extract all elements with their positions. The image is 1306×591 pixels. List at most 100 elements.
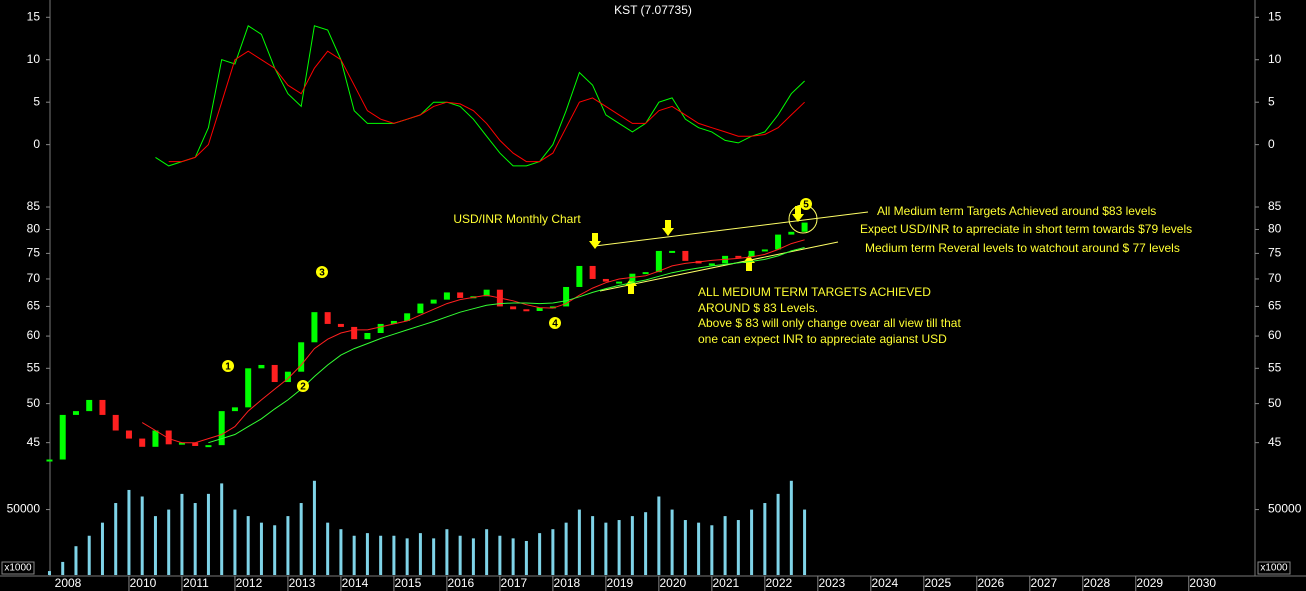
volume-bar (167, 509, 171, 575)
wave-label: 5 (803, 200, 809, 211)
volume-bar (153, 516, 157, 575)
candle (748, 250, 755, 257)
up-arrow (743, 255, 755, 271)
volume-bar (485, 529, 489, 575)
wave-label: 3 (319, 268, 325, 279)
candle (46, 459, 53, 462)
candle (549, 306, 556, 309)
wave-label: 4 (552, 319, 558, 330)
candle (642, 272, 649, 275)
candle (430, 299, 437, 304)
volume-bar (365, 533, 369, 575)
unit-label: x1000 (4, 563, 32, 574)
volume-bar (551, 529, 555, 575)
volume-bar (405, 538, 409, 575)
y-tick-label: 80 (1268, 222, 1282, 236)
candle (231, 407, 238, 412)
volume-bar (47, 571, 51, 575)
candle (417, 303, 424, 314)
volume-bar (697, 522, 701, 575)
wave-marker (222, 360, 234, 372)
down-arrow (792, 206, 804, 222)
candle (324, 312, 331, 324)
candle (99, 399, 106, 415)
volume-bar (776, 493, 780, 575)
candle (563, 286, 570, 307)
candle (192, 442, 199, 446)
candle (205, 445, 212, 448)
chart-subtitle: USD/INR Monthly Chart (453, 212, 581, 226)
candle (59, 414, 66, 460)
candle (682, 250, 689, 261)
volume-bar (259, 522, 263, 575)
volume-bar (644, 512, 648, 575)
y-tick-label: 15 (27, 9, 41, 23)
candle (271, 364, 278, 383)
y-tick-label: 50000 (7, 502, 41, 516)
volume-bar (763, 503, 767, 575)
x-tick-label: 2015 (395, 576, 422, 590)
volume-bar (299, 503, 303, 575)
volume-bar (206, 493, 210, 575)
volume-bar (114, 503, 118, 575)
volume-bar (617, 520, 621, 575)
candle (139, 438, 146, 447)
volume-bar (564, 522, 568, 575)
y-tick-label: 65 (27, 299, 41, 313)
candle (125, 430, 132, 439)
volume-bar (750, 509, 754, 575)
y-tick-label: 75 (1268, 246, 1282, 260)
volume-bar (577, 509, 581, 575)
volume-bar (379, 535, 383, 575)
candle (311, 312, 318, 343)
y-tick-label: 50 (1268, 396, 1282, 410)
wave-label: 1 (225, 362, 231, 373)
volume-bar (458, 535, 462, 575)
volume-bar (630, 516, 634, 575)
y-tick-label: 75 (27, 246, 41, 260)
volume-bar (604, 522, 608, 575)
x-tick-label: 2020 (660, 576, 687, 590)
candle (351, 326, 358, 340)
moving-average (141, 239, 805, 444)
kst-line (168, 50, 805, 163)
candle (510, 306, 517, 310)
y-tick-label: 10 (27, 52, 41, 66)
candle (801, 222, 808, 232)
candle (298, 342, 305, 372)
unit-box (1257, 561, 1291, 575)
x-tick-label: 2019 (607, 576, 634, 590)
volume-bar (789, 480, 793, 575)
volume-bar (803, 509, 807, 575)
down-arrow (589, 233, 601, 249)
y-tick-label: 55 (1268, 360, 1282, 374)
volume-bar (670, 509, 674, 575)
candle (761, 249, 768, 252)
candle (589, 265, 596, 279)
y-tick-label: 80 (27, 222, 41, 236)
volume-bar (511, 538, 515, 575)
wave-marker (297, 380, 309, 392)
y-tick-label: 50 (27, 396, 41, 410)
y-tick-label: 5 (33, 94, 40, 108)
x-tick-label: 2024 (871, 576, 898, 590)
candle (669, 250, 676, 253)
candle (655, 250, 662, 273)
volume-bar (736, 520, 740, 575)
x-tick-label: 2008 (55, 576, 82, 590)
candle (788, 231, 795, 235)
wave-marker (800, 198, 812, 210)
candle (258, 364, 265, 369)
note-line: one can expect INR to appreciate agianst… (698, 332, 947, 346)
x-tick-label: 2026 (977, 576, 1004, 590)
y-tick-label: 10 (1268, 52, 1282, 66)
wave-marker (316, 266, 328, 278)
volume-bar (233, 509, 237, 575)
volume-bar (432, 538, 436, 575)
candle (218, 411, 225, 446)
volume-bar (326, 522, 330, 575)
candle (377, 323, 384, 333)
x-tick-label: 2017 (501, 576, 528, 590)
